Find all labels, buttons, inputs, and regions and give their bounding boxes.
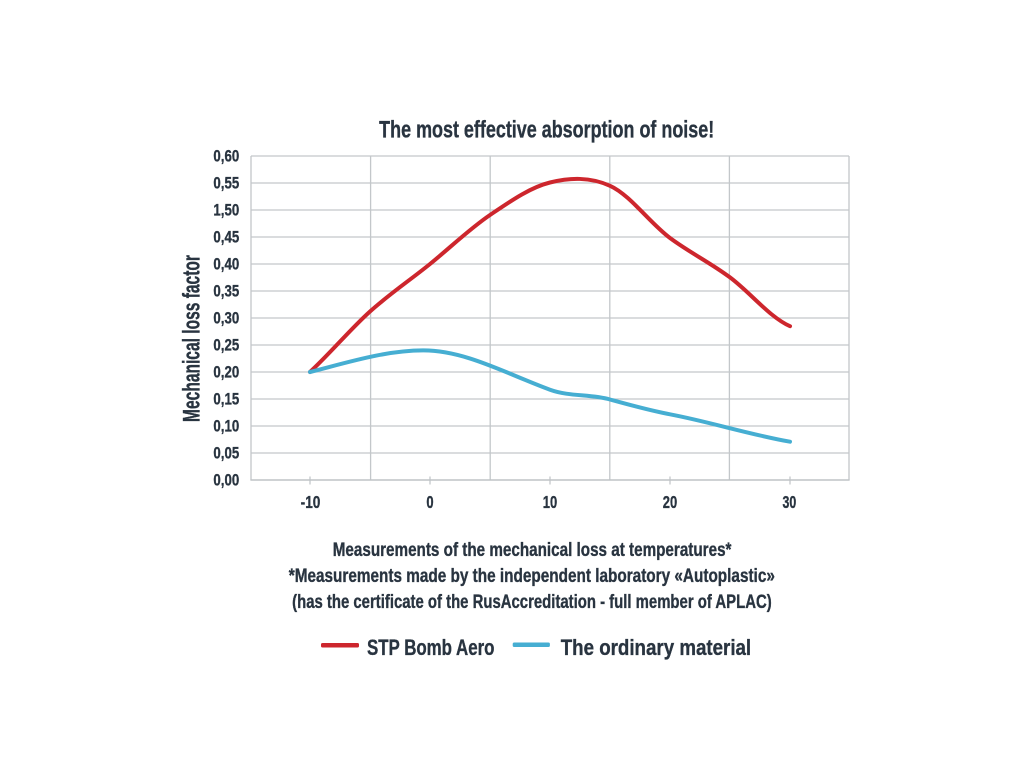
- svg-text:(has the certificate of the Ru: (has the certificate of the RusAccredita…: [292, 591, 772, 612]
- svg-text:1,50: 1,50: [213, 201, 239, 220]
- svg-text:0,45: 0,45: [213, 228, 239, 247]
- svg-text:-10: -10: [301, 493, 321, 512]
- svg-text:0,10: 0,10: [213, 417, 239, 436]
- svg-text:0,20: 0,20: [213, 363, 239, 382]
- svg-text:0,25: 0,25: [213, 336, 239, 355]
- svg-text:20: 20: [663, 493, 677, 512]
- svg-text:0,30: 0,30: [213, 309, 239, 328]
- svg-text:0,55: 0,55: [213, 174, 239, 193]
- svg-text:0: 0: [426, 493, 433, 512]
- svg-text:The ordinary material: The ordinary material: [561, 635, 751, 660]
- svg-text:0,60: 0,60: [213, 147, 239, 166]
- svg-text:10: 10: [543, 493, 557, 512]
- svg-text:Measurements of the mechanical: Measurements of the mechanical loss at t…: [333, 539, 732, 561]
- svg-text:STP Bomb Aero: STP Bomb Aero: [367, 636, 494, 661]
- svg-text:Mechanical loss factor: Mechanical loss factor: [179, 255, 205, 422]
- svg-text:30: 30: [783, 493, 797, 513]
- svg-text:*Measurements made by the inde: *Measurements made by the independent la…: [289, 564, 775, 586]
- svg-text:0,00: 0,00: [213, 471, 239, 490]
- svg-text:0,35: 0,35: [213, 282, 239, 301]
- svg-text:0,05: 0,05: [213, 444, 239, 463]
- svg-text:The most effective absorption: The most effective absorption of noise!: [379, 117, 714, 143]
- svg-text:0,15: 0,15: [213, 390, 239, 409]
- svg-text:0,40: 0,40: [213, 255, 239, 274]
